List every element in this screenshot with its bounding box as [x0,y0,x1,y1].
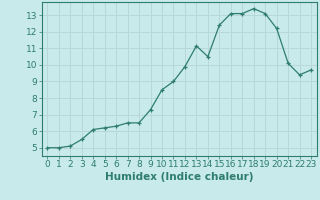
X-axis label: Humidex (Indice chaleur): Humidex (Indice chaleur) [105,172,253,182]
